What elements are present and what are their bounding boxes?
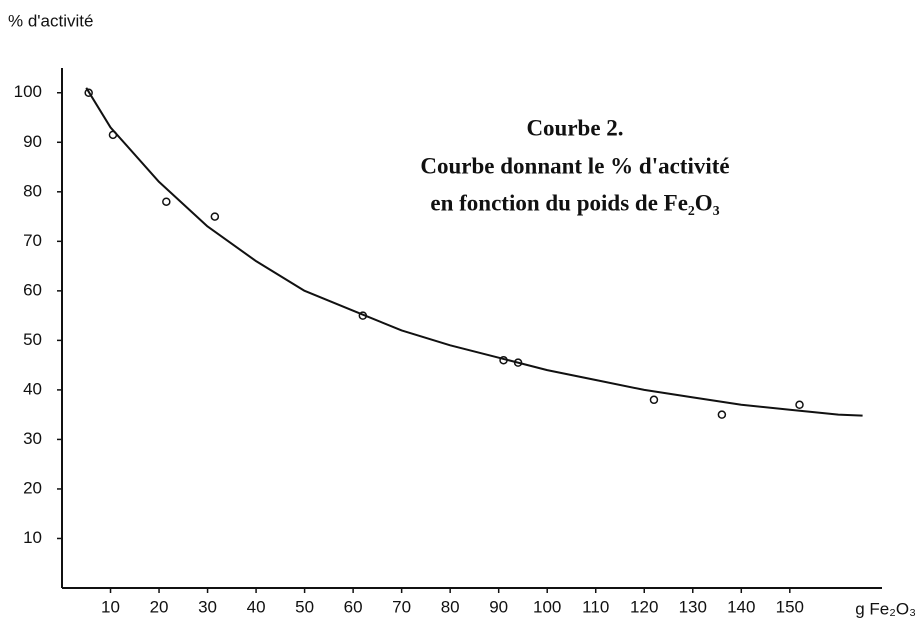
x-tick-label: 150	[776, 597, 804, 616]
x-tick-label: 50	[295, 597, 314, 616]
y-axis-label: % d'activité	[8, 11, 93, 30]
y-tick-label: 40	[23, 379, 42, 398]
y-tick-label: 50	[23, 330, 42, 349]
x-tick-label: 10	[101, 597, 120, 616]
y-tick-label: 70	[23, 231, 42, 250]
x-tick-label: 60	[344, 597, 363, 616]
y-tick-label: 60	[23, 280, 42, 299]
x-tick-label: 80	[441, 597, 460, 616]
x-tick-label: 40	[247, 597, 266, 616]
chart-subtitle: Courbe donnant le % d'activité	[420, 153, 729, 178]
data-point	[84, 88, 93, 98]
fit-curve	[85, 87, 863, 417]
data-point	[795, 400, 804, 410]
y-tick-label: 20	[23, 478, 42, 497]
x-axis-label: g Fe₂O₃	[855, 599, 916, 618]
y-tick-label: 10	[23, 528, 42, 547]
data-point	[162, 197, 171, 206]
x-tick-label: 120	[630, 597, 658, 616]
x-tick-label: 90	[489, 597, 508, 616]
y-tick-label: 80	[23, 181, 42, 200]
x-tick-label: 30	[198, 597, 217, 616]
x-tick-label: 20	[150, 597, 169, 616]
data-point	[649, 395, 659, 405]
y-tick-label: 90	[23, 132, 42, 151]
data-point	[210, 212, 220, 221]
chart-title: Courbe 2.	[526, 115, 623, 140]
x-tick-label: 130	[679, 597, 707, 616]
chart-subtitle: en fonction du poids de Fe₂O₃	[430, 190, 719, 215]
y-tick-label: 100	[14, 82, 42, 101]
x-tick-label: 100	[533, 597, 561, 616]
y-tick-label: 30	[23, 429, 42, 448]
x-tick-label: 70	[392, 597, 411, 616]
data-point	[717, 410, 727, 419]
x-tick-label: 110	[582, 597, 609, 616]
x-tick-label: 140	[727, 597, 755, 616]
